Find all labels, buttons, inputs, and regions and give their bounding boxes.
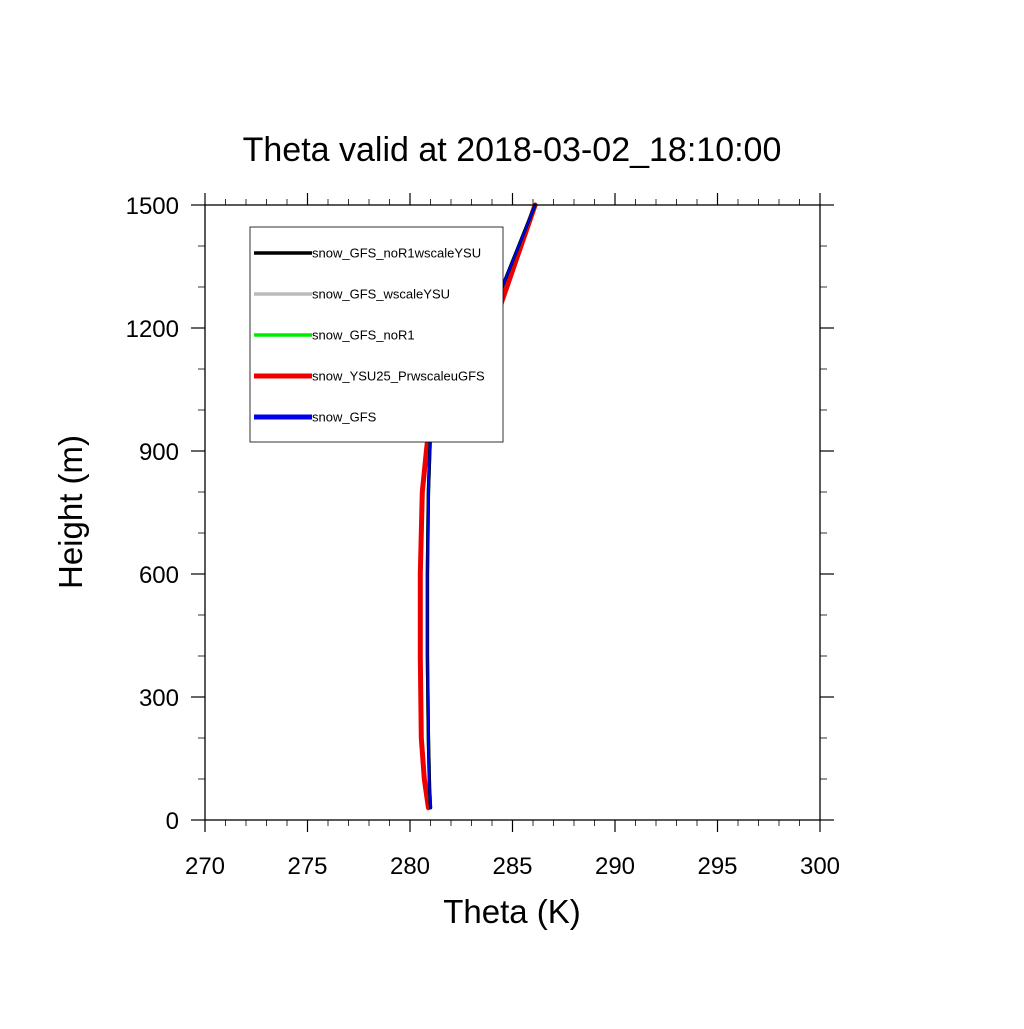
plot-frame [204, 204, 821, 821]
legend-label: snow_YSU25_PrwscaleuGFS [312, 369, 485, 384]
y-tick-label: 0 [166, 808, 179, 835]
x-tick-label: 270 [185, 853, 225, 880]
legend-label: snow_GFS_noR1 [312, 328, 415, 343]
x-tick-label: 285 [492, 853, 532, 880]
x-tick-label: 300 [800, 853, 840, 880]
legend-label: snow_GFS [312, 410, 377, 425]
x-tick-label: 280 [390, 853, 430, 880]
y-tick-label: 300 [139, 685, 179, 712]
tick-labels: 270 275 280 285 290 295 300 0 300 600 900 1200 1500 [126, 193, 840, 880]
legend: snow_GFS_noR1wscaleYSU snow_GFS_wscaleYSU… [249, 226, 504, 443]
y-tick-label: 900 [139, 439, 179, 466]
x-axis-label: Theta (K) [443, 893, 581, 930]
y-tick-label: 1200 [126, 316, 179, 343]
x-tick-label: 290 [595, 853, 635, 880]
y-axis-label: Height (m) [52, 435, 89, 589]
y-tick-label: 600 [139, 562, 179, 589]
x-tick-label: 275 [287, 853, 327, 880]
legend-label: snow_GFS_wscaleYSU [312, 287, 450, 302]
chart-title: Theta valid at 2018-03-02_18:10:00 [243, 131, 782, 169]
legend-label: snow_GFS_noR1wscaleYSU [312, 246, 481, 261]
y-tick-label: 1500 [126, 193, 179, 220]
x-tick-label: 295 [697, 853, 737, 880]
tick-marks [191, 193, 834, 832]
